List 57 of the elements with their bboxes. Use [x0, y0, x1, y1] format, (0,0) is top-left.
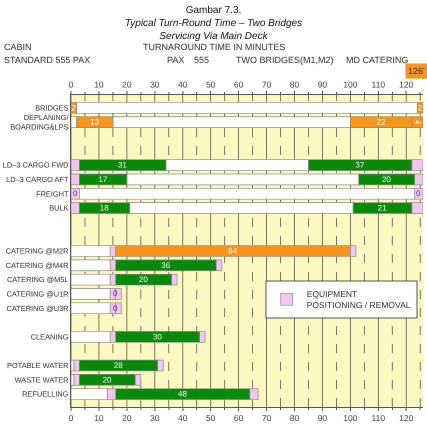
x-tick-label: 100	[343, 80, 358, 90]
x-tick-label: 110	[372, 80, 386, 90]
chart-subtitle: Typical Turn-Round Time – Two Bridges Servicing Via Main Deck	[124, 18, 302, 42]
data-label: 13	[90, 118, 100, 127]
x-tick-label: 70	[262, 80, 272, 90]
data-label: 2	[71, 103, 76, 112]
x-tick-label: 40	[178, 80, 188, 90]
annotation: 0	[416, 189, 421, 198]
data-label: 17	[98, 174, 108, 184]
x-tick-label: 60	[234, 80, 244, 90]
annotation: 0	[73, 189, 78, 198]
legend-label: EQUIPMENT POSITIONING / REMOVAL	[306, 288, 411, 310]
data-label: 30	[152, 332, 162, 342]
x-tick-label: 0	[68, 80, 74, 90]
text: 126'	[408, 66, 426, 76]
data-label: 21	[378, 204, 388, 213]
text: PAX	[167, 55, 184, 65]
text: STANDARD 555 PAX	[4, 55, 90, 65]
data-label: 4	[412, 120, 422, 125]
x2-tick-label: 30	[150, 413, 160, 424]
x2-tick-label: 90	[318, 413, 328, 424]
data-label: 2	[418, 103, 423, 112]
data-label: 20	[102, 375, 112, 384]
x2-tick-label: 110	[372, 413, 386, 424]
x2-tick-label: 70	[262, 413, 272, 424]
text: 555	[194, 55, 210, 65]
data-label: 37	[355, 160, 365, 170]
x-tick-label: 50	[206, 80, 216, 90]
x-tick-label: 20	[122, 80, 132, 90]
x2-tick-label: 100	[343, 413, 358, 424]
data-label: 18	[100, 204, 110, 213]
data-label: 20	[138, 275, 148, 284]
data-label: 31	[118, 160, 128, 170]
x2-tick-label: 120	[399, 413, 414, 424]
data-label: 20	[382, 174, 392, 184]
text: TURNAROUND TIME IN MINUTES	[143, 42, 286, 52]
x2-tick-label: 10	[94, 413, 104, 424]
text: MD CATERING	[346, 55, 408, 65]
data-label: 22	[376, 118, 386, 127]
data-label: 84	[228, 246, 238, 256]
x2-tick-label: 50	[206, 413, 216, 424]
x-tick-label: 10	[94, 80, 104, 90]
data-label: 48	[178, 390, 188, 399]
x-tick-label: 120	[399, 80, 414, 90]
x-tick-label: 90	[318, 80, 328, 90]
x2-tick-label: 40	[178, 413, 188, 424]
data-label: 28	[114, 360, 124, 370]
x-tick-label: 80	[290, 80, 300, 90]
x2-tick-label: 0	[68, 413, 74, 424]
text: TWO BRIDGES(M1,M2)	[236, 55, 334, 65]
data-label: 36	[161, 260, 171, 270]
x2-tick-label: 20	[122, 413, 132, 424]
chart-title: Gambar 7.3.	[186, 5, 242, 16]
x2-tick-label: 60	[234, 413, 244, 424]
x-tick-label: 30	[150, 80, 160, 90]
text: CABIN	[4, 42, 32, 52]
x2-tick-label: 80	[290, 413, 300, 424]
